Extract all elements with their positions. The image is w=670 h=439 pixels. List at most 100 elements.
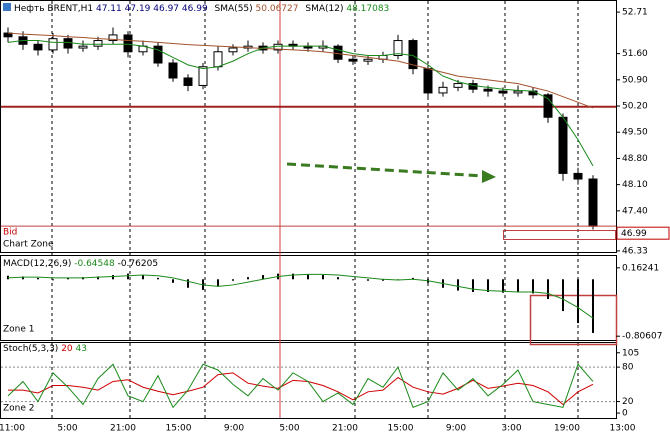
x-tick-label: 5:00	[279, 424, 299, 434]
indicator-value: 50.06727	[256, 4, 299, 14]
candle-body	[558, 116, 568, 174]
main-panel	[0, 0, 617, 253]
y-tick-label: 0.16241	[622, 263, 659, 273]
indicator-name: SMA(12)	[305, 4, 343, 14]
x-tick-label: 13:00	[610, 424, 636, 434]
candle-body	[483, 88, 493, 92]
candle-body	[123, 34, 133, 53]
macd-bar	[337, 277, 339, 280]
trend-arrow	[286, 162, 496, 183]
candle-body	[573, 172, 583, 180]
y-tick-label: 80	[622, 363, 634, 373]
macd-bar	[547, 279, 549, 300]
macd-bar	[382, 279, 384, 281]
candle-body	[183, 77, 193, 86]
y-tick-label: 105	[622, 348, 639, 358]
x-tick-label: 19:00	[554, 424, 580, 434]
candle-body	[453, 83, 463, 88]
x-tick-label: 15:00	[166, 424, 192, 434]
x-tick-label: 11:00	[0, 424, 25, 434]
candle-body	[498, 90, 508, 94]
macd-zone-box	[529, 294, 618, 346]
macd-bar	[292, 273, 294, 280]
candle-body	[423, 68, 433, 94]
macd-bar	[217, 279, 219, 287]
candle-body	[213, 51, 223, 68]
x-tick-label: 3:00	[501, 424, 521, 434]
quote: 47.11	[96, 4, 122, 14]
sma-line	[7, 32, 594, 109]
y-tick-label: 48.80	[622, 154, 648, 164]
symbol: Нефть BRENT,H1	[14, 4, 93, 14]
zone-label: Zone 2	[3, 404, 35, 414]
y-tick-label: 52.71	[622, 8, 648, 18]
chart-header: Нефть BRENT,H1 47.11 47.19 46.97 46.99 S…	[14, 4, 389, 14]
x-tick-label: 15:00	[388, 424, 414, 434]
stoch-signal	[8, 372, 594, 406]
x-tick-label: 21:00	[110, 424, 136, 434]
y-tick-label: 0	[622, 409, 628, 419]
day-separators	[51, 1, 579, 418]
candle-body	[588, 178, 598, 227]
candle-body	[333, 45, 343, 60]
macd-reading: -0.64548	[74, 259, 115, 269]
macd-bar	[532, 279, 534, 294]
indicator-value: 48.17083	[346, 4, 389, 14]
quote: 46.97	[153, 4, 179, 14]
macd-header: MACD(12,26,9) -0.64548 -0.76205	[3, 259, 158, 269]
quote: 47.19	[125, 4, 151, 14]
macd-signal	[7, 273, 594, 319]
macd-bar	[562, 279, 564, 312]
candle-body	[108, 34, 118, 42]
macd-bar	[127, 273, 129, 280]
macd-bar	[487, 279, 489, 292]
macd-bar	[262, 275, 264, 280]
macd-bar	[112, 275, 114, 280]
macd-bar	[352, 279, 354, 281]
candle-body	[438, 86, 448, 94]
macd-bar	[577, 279, 579, 324]
macd-bar	[412, 277, 414, 280]
y-tick-label: 49.50	[622, 128, 648, 138]
stoch-panel	[0, 342, 617, 419]
candle-body	[228, 47, 238, 53]
macd-bar	[172, 279, 174, 283]
x-tick-label: 9:00	[446, 424, 466, 434]
macd-bar	[142, 275, 144, 280]
macd-bar	[322, 275, 324, 280]
macd-label: MACD(12,26,9)	[3, 259, 71, 269]
macd-bar	[367, 279, 369, 281]
macd-bar	[592, 279, 594, 333]
y-tick-label: 46.33	[622, 246, 648, 256]
macd-bar	[502, 279, 504, 293]
symbol-icon	[3, 3, 11, 11]
macd-bar	[52, 279, 54, 281]
y-tick-label: -0.80607	[622, 332, 662, 342]
zone-label: Chart Zone	[3, 240, 54, 250]
candle-body	[48, 38, 58, 51]
y-tick-label: 51.60	[622, 49, 648, 59]
stoch-reading: 43	[76, 344, 87, 354]
x-tick-label: 9:00	[224, 424, 244, 434]
candle-body	[363, 58, 373, 62]
quote: 46.99	[182, 4, 208, 14]
macd-bar	[22, 276, 24, 280]
macd-bar	[307, 274, 309, 280]
candle-body	[543, 94, 553, 118]
macd-bar	[97, 276, 99, 280]
candle-body	[348, 58, 358, 62]
bid-price: 46.99	[621, 229, 647, 239]
bid-zone-box	[503, 230, 616, 240]
bid-label: Bid	[3, 228, 17, 238]
macd-bar	[457, 279, 459, 291]
macd-bar	[67, 277, 69, 280]
indicator-name: SMA(55)	[215, 4, 253, 14]
candle-body	[78, 45, 88, 49]
stoch-header: Stoch(5,3,3) 20 43	[3, 344, 87, 354]
macd-bar	[247, 277, 249, 280]
y-tick-label: 20	[622, 397, 634, 407]
macd-bar	[472, 279, 474, 292]
macd-bar	[517, 279, 519, 292]
bid-price-box	[616, 226, 670, 240]
